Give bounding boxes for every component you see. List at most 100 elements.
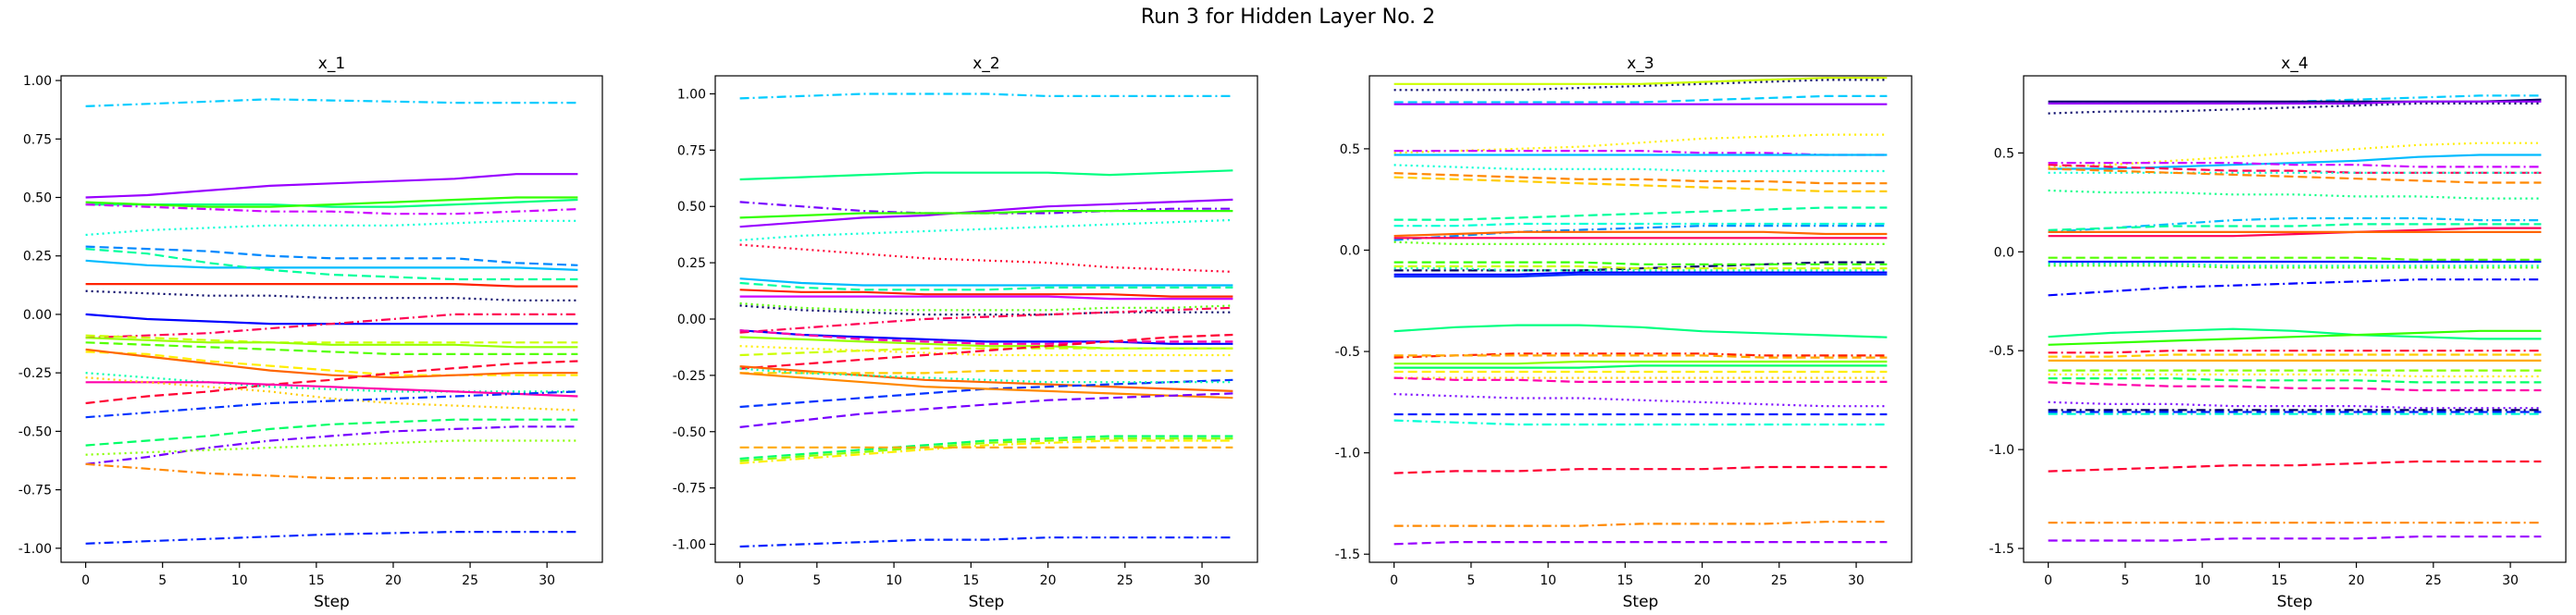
series-line (2048, 154, 2542, 170)
y-tick-label: 0.00 (23, 308, 52, 323)
y-tick-label: 1.00 (23, 74, 52, 89)
series-line (2048, 141, 2542, 168)
y-tick-label: 0.25 (23, 250, 52, 264)
x-axis-label: Step (1623, 593, 1659, 611)
subplot-title: x_3 (1627, 55, 1653, 73)
series-line (1393, 393, 1888, 408)
subplot-2: 0 5 10 15 20 25 30 -1.00 -0.75 -0.50 -0.25 0.00 0.25… (673, 55, 1258, 611)
series-line (739, 439, 1233, 464)
series-line (1393, 267, 1888, 272)
series-line (85, 219, 578, 237)
series-line (85, 462, 578, 480)
series-line (85, 381, 578, 398)
series-line (2048, 350, 2542, 354)
series-line (739, 281, 1233, 291)
series-line (739, 295, 1233, 301)
series-line (2048, 216, 2542, 233)
x-tick-label: 30 (539, 573, 555, 588)
y-tick-label: -0.5 (1989, 344, 2014, 359)
y-tick-label: -0.50 (19, 424, 52, 439)
x-tick-label: 25 (1771, 573, 1788, 588)
series-line (739, 437, 1233, 462)
series-line (739, 301, 1233, 312)
series-line (1393, 230, 1888, 238)
series-line (739, 365, 1233, 392)
x-axis-label: Step (969, 593, 1005, 611)
series-line (2048, 381, 2542, 392)
series-line (1393, 352, 1888, 359)
y-tick-label: -1.00 (19, 542, 52, 557)
x-tick-label: 5 (1467, 573, 1475, 588)
series-line (2048, 102, 2542, 115)
series-line (1393, 419, 1888, 426)
y-tick-label: -0.5 (1335, 345, 1360, 360)
series-line (2048, 263, 2542, 267)
series-line (739, 372, 1233, 400)
y-tick-label: 0.50 (677, 200, 706, 215)
series-line (85, 283, 578, 288)
x-tick-label: 10 (1540, 573, 1556, 588)
series-line (1393, 261, 1888, 265)
series-line (2048, 167, 2542, 184)
y-tick-label: -1.5 (1335, 547, 1360, 562)
plot-frame (2023, 75, 2567, 563)
series-line (2048, 278, 2542, 297)
series-line (85, 245, 578, 266)
x-tick-label: 15 (2271, 573, 2287, 588)
y-tick-label: -0.75 (19, 484, 52, 498)
y-tick-label: 0.50 (23, 191, 52, 206)
series-line (85, 259, 578, 271)
y-tick-label: 0.75 (23, 132, 52, 147)
series-line (85, 376, 578, 412)
series-line (2048, 223, 2542, 231)
series-line (2048, 400, 2542, 410)
subplot-title: x_4 (2281, 55, 2308, 73)
x-tick-label: 15 (962, 573, 979, 588)
series-line (2048, 373, 2542, 378)
x-tick-label: 0 (736, 573, 744, 588)
series-line (1393, 324, 1888, 338)
y-tick-label: 1.00 (677, 87, 706, 102)
x-tick-label: 5 (812, 573, 821, 588)
series-line (739, 435, 1233, 461)
y-tick-label: -0.50 (673, 425, 706, 440)
series-line (2048, 327, 2542, 340)
series-line (85, 173, 578, 199)
series-line (1393, 360, 1888, 365)
series-line (85, 341, 578, 355)
subplot-4: 0 5 10 15 20 25 30 -1.5 -1.0 -0.5 0.0 0.5 x_4 Step (1989, 55, 2567, 611)
subplot-1: 0 5 10 15 20 25 30 -1.00 -0.75 -0.50 -0.25 0.00 0.25… (19, 55, 603, 611)
series-line (1393, 94, 1888, 104)
x-tick-label: 20 (1040, 573, 1057, 588)
series-line (739, 536, 1233, 548)
y-tick-label: 0.75 (677, 143, 706, 158)
y-tick-label: 0.00 (677, 313, 706, 327)
series-line (1393, 225, 1888, 241)
series-line (2048, 227, 2542, 238)
series-line (1393, 222, 1888, 228)
figure-title: Run 3 for Hidden Layer No. 2 (1140, 6, 1436, 29)
x-tick-label: 25 (462, 573, 478, 588)
series-line (739, 198, 1233, 228)
series-line (739, 306, 1233, 334)
series-line (739, 378, 1233, 409)
series-line (739, 304, 1233, 316)
subplot-3: 0 5 10 15 20 25 30 -1.5 -1.0 -0.5 0.0 0.5 x_3 Step (1335, 55, 1913, 611)
x-axis-label: Step (2277, 593, 2313, 611)
series-line (85, 203, 578, 215)
series-line (1393, 364, 1888, 369)
series-line (2048, 264, 2542, 269)
series-line (85, 334, 578, 344)
series-line (85, 531, 578, 545)
x-tick-label: 10 (231, 573, 248, 588)
series-line (85, 313, 578, 326)
series-line (739, 277, 1233, 287)
series-line (85, 425, 578, 465)
y-tick-label: 0.25 (677, 256, 706, 271)
series-line (1393, 133, 1888, 154)
x-tick-label: 25 (2425, 573, 2442, 588)
series-line (1393, 376, 1888, 383)
y-tick-label: -1.00 (673, 538, 706, 553)
y-tick-label: 0.5 (1994, 146, 2014, 161)
